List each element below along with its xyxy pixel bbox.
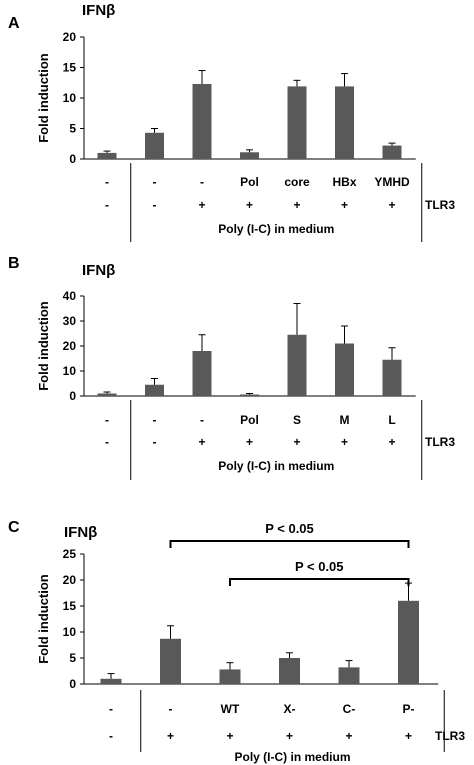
row1-label: core [284, 175, 310, 189]
bar [382, 145, 402, 159]
tlr3-label: TLR3 [435, 729, 465, 743]
row2-label: + [226, 729, 233, 743]
row2-label: - [153, 198, 157, 212]
bar [219, 669, 241, 684]
row2-label: + [341, 198, 348, 212]
row1-label: Pol [240, 413, 259, 427]
chart-title: IFNβ [64, 524, 97, 541]
row2-label: + [246, 198, 253, 212]
row2-label: + [167, 729, 174, 743]
y-tick-label: 0 [69, 389, 76, 403]
bar [335, 343, 354, 396]
significance-bracket [169, 540, 410, 548]
group-label: Poly (I-C) in medium [218, 222, 334, 236]
y-tick-label: 0 [69, 152, 76, 166]
bar [338, 667, 360, 684]
bar [160, 638, 181, 684]
y-tick-label: 20 [63, 573, 77, 587]
y-tick-label: 15 [63, 61, 77, 75]
significance-label: P < 0.05 [265, 521, 314, 536]
y-tick-label: 10 [63, 91, 77, 105]
bar [100, 678, 122, 684]
bar [145, 384, 164, 396]
bar [97, 152, 117, 159]
row1-label: X- [284, 702, 296, 716]
row1-label: - [109, 702, 113, 716]
y-axis-label: Fold induction [36, 53, 51, 143]
panel-a: A IFNβ Fold induction 0 5 10 15 20 - - - Pol core HBx… [8, 2, 455, 242]
row2-label: - [105, 198, 109, 212]
panel-letter: B [8, 255, 20, 272]
group-label: Poly (I-C) in medium [218, 459, 334, 473]
bar [335, 86, 354, 159]
row1-label: YMHD [374, 175, 410, 189]
panel-c: C IFNβ Fold induction 0 5 10 15 20 25 - - WT X- C- P- -… [8, 519, 465, 764]
row2-label: - [109, 729, 113, 743]
bar [287, 334, 307, 396]
row1-label: L [388, 413, 395, 427]
row1-label: Pol [240, 175, 259, 189]
row1-label: - [169, 702, 173, 716]
row2-label: + [198, 198, 205, 212]
row1-label: - [153, 413, 157, 427]
row1-label: WT [221, 702, 240, 716]
bar [97, 393, 117, 396]
y-tick-label: 40 [63, 289, 77, 303]
row2-label: - [153, 435, 157, 449]
row2-label: + [341, 435, 348, 449]
row1-label: HBx [332, 175, 356, 189]
tlr3-label: TLR3 [425, 435, 455, 449]
row2-label: + [345, 729, 352, 743]
y-tick-label: 10 [63, 625, 77, 639]
y-tick-label: 20 [63, 339, 77, 353]
significance-label: P < 0.05 [295, 559, 344, 574]
bar [398, 600, 419, 684]
significance-bracket [229, 578, 410, 586]
y-tick-label: 15 [63, 599, 77, 613]
bar [192, 351, 212, 396]
row1-label: M [340, 413, 350, 427]
row1-label: C- [343, 702, 356, 716]
row1-label: - [105, 413, 109, 427]
row1-label: - [200, 175, 204, 189]
bar [240, 152, 259, 159]
row2-label: + [198, 435, 205, 449]
row1-label: - [153, 175, 157, 189]
bar [279, 658, 300, 684]
row1-label: P- [403, 702, 415, 716]
y-tick-label: 5 [69, 651, 76, 665]
row2-label: + [246, 435, 253, 449]
y-tick-label: 30 [63, 314, 77, 328]
bar [382, 359, 402, 396]
panel-letter: A [8, 15, 20, 32]
tlr3-label: TLR3 [425, 198, 455, 212]
panel-letter: C [8, 519, 20, 536]
chart-title: IFNβ [82, 2, 115, 19]
row2-label: + [405, 729, 412, 743]
row2-label: + [293, 435, 300, 449]
bar [192, 83, 212, 159]
row1-label: - [105, 175, 109, 189]
bar [240, 394, 259, 396]
group-label: Poly (I-C) in medium [234, 750, 350, 764]
y-tick-label: 10 [63, 364, 77, 378]
row2-label: + [388, 198, 395, 212]
y-tick-label: 25 [63, 547, 77, 561]
row2-label: + [286, 729, 293, 743]
y-axis-label: Fold induction [36, 301, 51, 391]
row2-label: + [388, 435, 395, 449]
bar [287, 86, 307, 159]
row2-label: + [293, 198, 300, 212]
row2-label: - [105, 435, 109, 449]
y-axis-label: Fold induction [36, 574, 51, 664]
row1-label: - [200, 413, 204, 427]
y-tick-label: 20 [63, 30, 77, 44]
y-tick-label: 5 [69, 122, 76, 136]
row1-label: S [293, 413, 301, 427]
bar [145, 132, 164, 159]
y-tick-label: 0 [69, 677, 76, 691]
panel-b: B IFNβ Fold induction 0 10 20 30 40 - - - Pol S M L - - +… [8, 255, 455, 480]
chart-title: IFNβ [82, 262, 115, 279]
